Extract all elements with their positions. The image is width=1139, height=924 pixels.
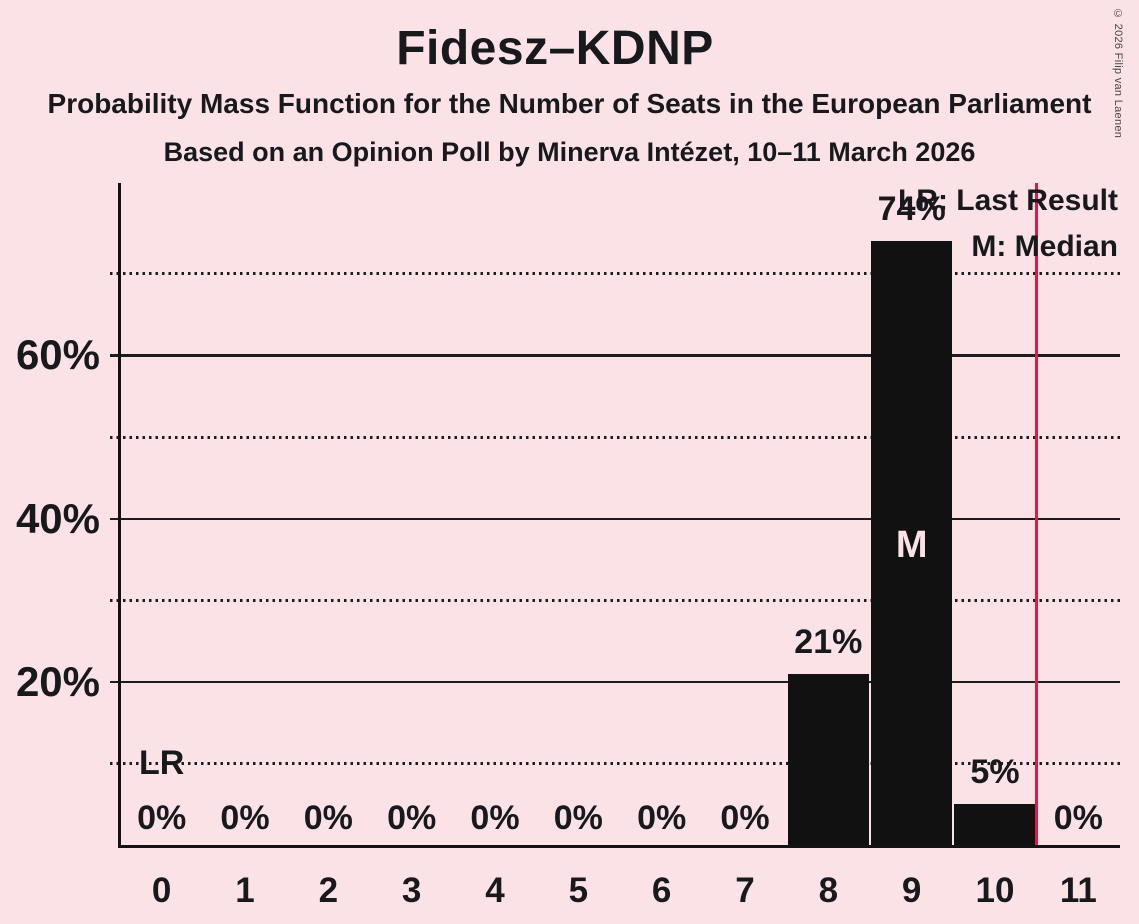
y-axis-label-60: 60% — [15, 331, 100, 379]
x-axis-label-seat-7: 7 — [735, 871, 755, 910]
x-axis-label-seat-6: 6 — [651, 871, 672, 910]
bar-value-label-seat-4: 0% — [470, 799, 520, 837]
last-result-text: LR — [138, 744, 185, 783]
gridline-solid-40 — [110, 517, 1120, 521]
y-axis-label-20: 20% — [15, 657, 100, 705]
chart-subtitle: Probability Mass Function for the Number… — [47, 88, 1092, 119]
y-axis-label-40: 40% — [15, 494, 100, 542]
legend-median: M: Median — [971, 230, 1118, 263]
bar-value-label-seat-9: 74% — [877, 190, 946, 229]
bar-value-label-seat-10: 5% — [970, 753, 1020, 792]
x-axis-label-seat-9: 9 — [901, 871, 922, 910]
bar-value-label-seat-6: 0% — [637, 799, 687, 837]
x-axis-label-seat-3: 3 — [401, 871, 422, 910]
x-axis-label-seat-5: 5 — [568, 871, 589, 910]
x-axis-label-seat-10: 10 — [975, 871, 1015, 910]
chart-title: Fidesz–KDNP — [396, 22, 714, 75]
gridline-dotted-50 — [110, 435, 1120, 439]
legend-last-result: LR: Last Result — [897, 184, 1118, 217]
bar-value-label-seat-2: 0% — [303, 799, 353, 837]
chart-poll-source: Based on an Opinion Poll by Minerva Inté… — [163, 137, 976, 167]
bar-seat-8 — [787, 673, 869, 845]
bar-value-label-seat-1: 0% — [220, 799, 270, 837]
bar-value-label-seat-7: 0% — [720, 799, 770, 837]
bar-seat-10 — [954, 804, 1036, 845]
x-axis-label-seat-11: 11 — [1059, 871, 1097, 910]
copyright-notice: © 2026 Filip van Laenen — [1112, 8, 1124, 139]
x-axis-label-seat-2: 2 — [318, 871, 339, 910]
bar-value-label-seat-11: 0% — [1053, 799, 1103, 837]
bar-value-label-seat-8: 21% — [794, 622, 863, 661]
gridline-solid-60 — [110, 354, 1120, 357]
x-axis-label-seat-0: 0 — [151, 871, 172, 910]
y-axis-line — [118, 183, 121, 848]
last-result-line — [1035, 183, 1038, 845]
x-axis-label-seat-4: 4 — [485, 871, 505, 910]
bar-value-label-seat-3: 0% — [387, 799, 437, 837]
gridline-dotted-30 — [110, 598, 1120, 602]
bar-seat-9 — [871, 241, 953, 845]
bar-value-label-seat-5: 0% — [553, 799, 603, 837]
x-axis-line — [118, 845, 1120, 848]
gridline-solid-20 — [110, 680, 1120, 684]
bar-value-label-seat-0: 0% — [137, 799, 187, 837]
gridline-dotted-70 — [110, 272, 1120, 276]
x-axis-label-seat-1: 1 — [235, 871, 255, 910]
x-axis-label-seat-8: 8 — [818, 871, 839, 910]
median-marker: M — [895, 524, 928, 567]
gridline-dotted-10 — [110, 761, 1120, 765]
